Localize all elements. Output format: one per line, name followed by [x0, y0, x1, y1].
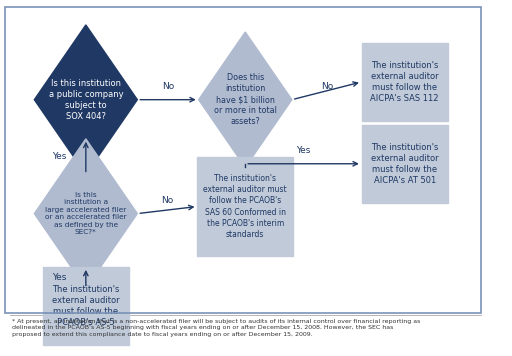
Text: The institution's
external auditor
must follow the
AICPA's SAS 112: The institution's external auditor must … [370, 61, 439, 103]
Text: Is this
institution a
large accelerated filer
or an accelerated filer
as defined: Is this institution a large accelerated … [45, 192, 126, 235]
Text: The institution's
external auditor
must follow the
PCAOB's AS-5: The institution's external auditor must … [52, 285, 120, 327]
FancyBboxPatch shape [362, 43, 447, 121]
Polygon shape [34, 139, 137, 288]
Polygon shape [199, 32, 292, 167]
Text: No: No [162, 82, 174, 91]
Text: Yes: Yes [52, 273, 66, 282]
Text: The institution's
external auditor
must follow the
AICPA's AT 501: The institution's external auditor must … [371, 143, 438, 185]
Text: The institution's
external auditor must
follow the PCAOB's
SAS 60 Conformed in
t: The institution's external auditor must … [203, 174, 287, 239]
Text: Does this
institution
have $1 billion
or more in total
assets?: Does this institution have $1 billion or… [214, 73, 276, 126]
FancyBboxPatch shape [198, 157, 293, 256]
FancyBboxPatch shape [362, 125, 447, 203]
Text: Is this institution
a public company
subject to
SOX 404?: Is this institution a public company sub… [49, 79, 123, 121]
Polygon shape [34, 25, 137, 174]
Text: Yes: Yes [52, 152, 66, 161]
Text: No: No [161, 196, 174, 205]
Text: * At present, an institution that is a non-accelerated filer will be subject to : * At present, an institution that is a n… [12, 319, 421, 337]
FancyBboxPatch shape [43, 267, 129, 345]
Text: Yes: Yes [296, 146, 311, 155]
Text: No: No [321, 82, 333, 91]
